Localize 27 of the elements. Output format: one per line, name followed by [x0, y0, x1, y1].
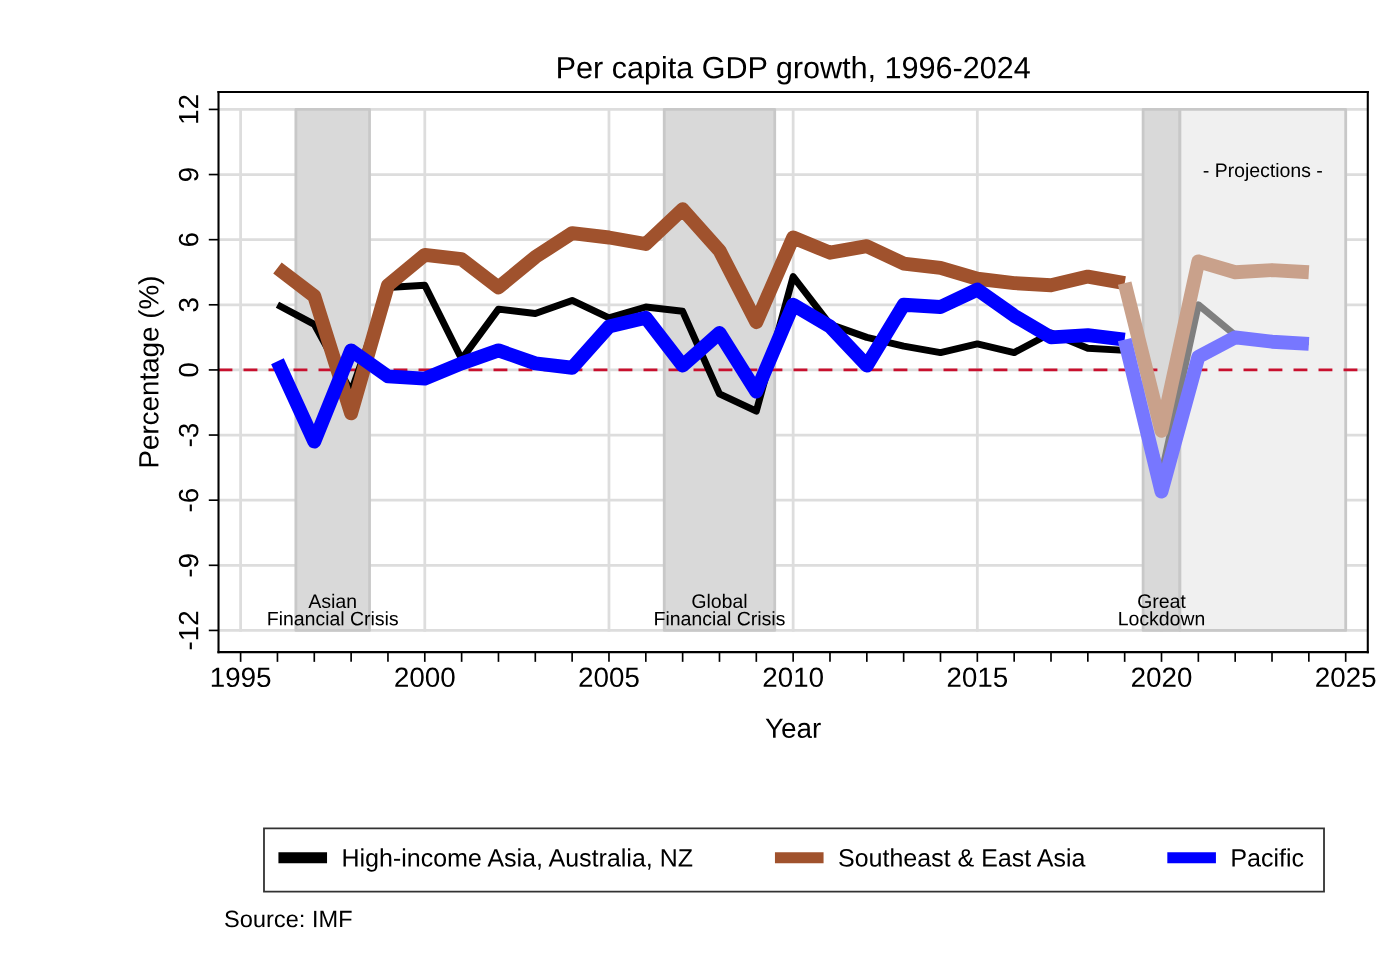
y-axis-title: Percentage (%) — [138, 277, 165, 467]
legend-label: High-income Asia, Australia, NZ — [343, 848, 693, 872]
y-tick-label: 0 — [178, 363, 199, 377]
x-axis-title: Year — [765, 718, 821, 739]
x-tick-label: 2005 — [579, 667, 639, 688]
y-tick-label: 6 — [178, 233, 199, 246]
x-tick-label: 2020 — [1132, 667, 1192, 688]
band-label: Great Lockdown — [1119, 594, 1205, 626]
legend-label: Pacific — [1232, 848, 1304, 867]
y-tick-label: 12 — [178, 95, 199, 123]
y-tick-label: -12 — [178, 611, 199, 650]
x-tick-label: 2025 — [1316, 667, 1376, 688]
source-note: Source: IMF — [225, 910, 352, 928]
annotation: - Projections - — [1203, 162, 1322, 182]
legend-label: Southeast & East Asia — [839, 848, 1086, 867]
y-tick-label: 9 — [178, 168, 199, 181]
chart-title: Per capita GDP growth, 1996-2024 — [558, 56, 1030, 85]
band-label: Global Financial Crisis — [655, 593, 785, 626]
x-tick-label: 1995 — [211, 667, 271, 688]
band-label: Asian Financial Crisis — [268, 593, 398, 626]
x-tick-label: 2000 — [395, 667, 455, 688]
x-tick-label: 2015 — [947, 667, 1008, 688]
y-tick-label: -3 — [178, 423, 199, 447]
y-tick-label: -9 — [178, 554, 199, 577]
x-tick-label: 2010 — [763, 667, 823, 688]
y-tick-label: -6 — [178, 489, 199, 512]
y-tick-label: 3 — [178, 298, 199, 312]
